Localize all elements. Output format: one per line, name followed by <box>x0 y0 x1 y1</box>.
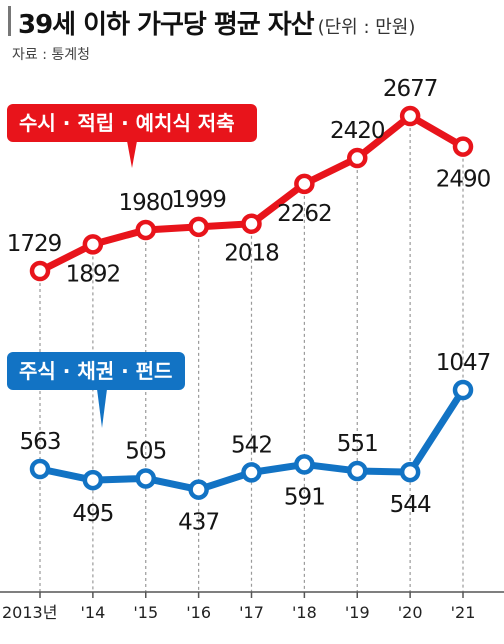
series-1-point-4 <box>241 462 262 483</box>
x-tick-label-0: 2013년 <box>2 603 57 622</box>
chart-title-text: 39세 이하 가구당 평균 자산 <box>18 10 315 40</box>
series-1-point-0 <box>29 458 51 480</box>
series-0-badge <box>7 104 257 142</box>
chart-title: 39세 이하 가구당 평균 자산 (단위 : 만원) <box>18 4 415 41</box>
series-1-value-label-8: 1047 <box>436 350 491 376</box>
series-1-value-label-3: 437 <box>178 510 219 536</box>
series-0-value-label-3: 1999 <box>171 187 226 213</box>
x-tick-label-3: '16 <box>186 603 211 622</box>
series-1-badge-pointer <box>97 389 107 428</box>
series-0-badge-pointer <box>127 141 137 168</box>
series-0-value-label-4: 2018 <box>224 241 279 267</box>
series-0-value-label-5: 2262 <box>277 201 332 227</box>
series-0-point-3 <box>188 216 209 238</box>
series-1-name-label: 주식 · 채권 · 펀드 <box>19 359 172 383</box>
series-0-name-label: 수시 · 적립 · 예치식 저축 <box>19 111 235 135</box>
series-1-point-3 <box>188 479 209 500</box>
series-0-value-label-7: 2677 <box>383 76 438 102</box>
x-tick-label-5: '18 <box>292 603 317 622</box>
x-tick-label-2: '15 <box>133 603 158 622</box>
series-1-point-5 <box>294 454 315 475</box>
series-0-point-2 <box>135 219 156 241</box>
x-tick-label-7: '20 <box>398 603 423 622</box>
chart-source: 자료 : 통계청 <box>12 47 91 63</box>
title-accent-bar <box>8 6 11 36</box>
x-tick-label-6: '19 <box>345 603 370 622</box>
x-tick-label-1: '14 <box>80 603 105 622</box>
x-tick-label-4: '17 <box>239 603 264 622</box>
chart-header: 39세 이하 가구당 평균 자산 (단위 : 만원) <box>0 0 504 44</box>
series-1-point-8 <box>452 379 474 401</box>
series-1-value-label-1: 495 <box>72 501 113 527</box>
series-0-value-label-8: 2490 <box>436 167 491 193</box>
series-0-value-label-1: 1892 <box>66 261 121 287</box>
series-0-point-6 <box>347 147 368 169</box>
series-1-point-6 <box>347 460 368 482</box>
series-1-value-label-0: 563 <box>20 429 61 455</box>
series-0-point-5 <box>294 173 315 195</box>
chart-unit: (단위 : 만원) <box>317 17 416 38</box>
series-0-point-4 <box>241 213 262 234</box>
series-1-value-label-6: 551 <box>337 431 378 457</box>
series-1-point-1 <box>82 469 104 491</box>
series-0-point-7 <box>399 105 421 127</box>
series-1-value-label-7: 544 <box>390 492 431 518</box>
series-1-value-label-4: 542 <box>231 432 272 458</box>
series-1-value-label-5: 591 <box>284 484 325 510</box>
series-0-value-label-6: 2420 <box>330 118 385 144</box>
series-0-point-8 <box>452 136 474 157</box>
series-0-value-label-2: 1980 <box>118 190 173 216</box>
series-0-point-1 <box>82 234 104 255</box>
series-1-value-label-2: 505 <box>125 438 166 464</box>
series-0-point-0 <box>29 260 51 282</box>
series-1-badge <box>7 352 185 390</box>
series-1-point-7 <box>399 461 421 483</box>
series-1-point-2 <box>135 468 156 489</box>
series-0-value-label-0: 1729 <box>7 231 62 257</box>
x-tick-label-8: '21 <box>451 603 476 622</box>
